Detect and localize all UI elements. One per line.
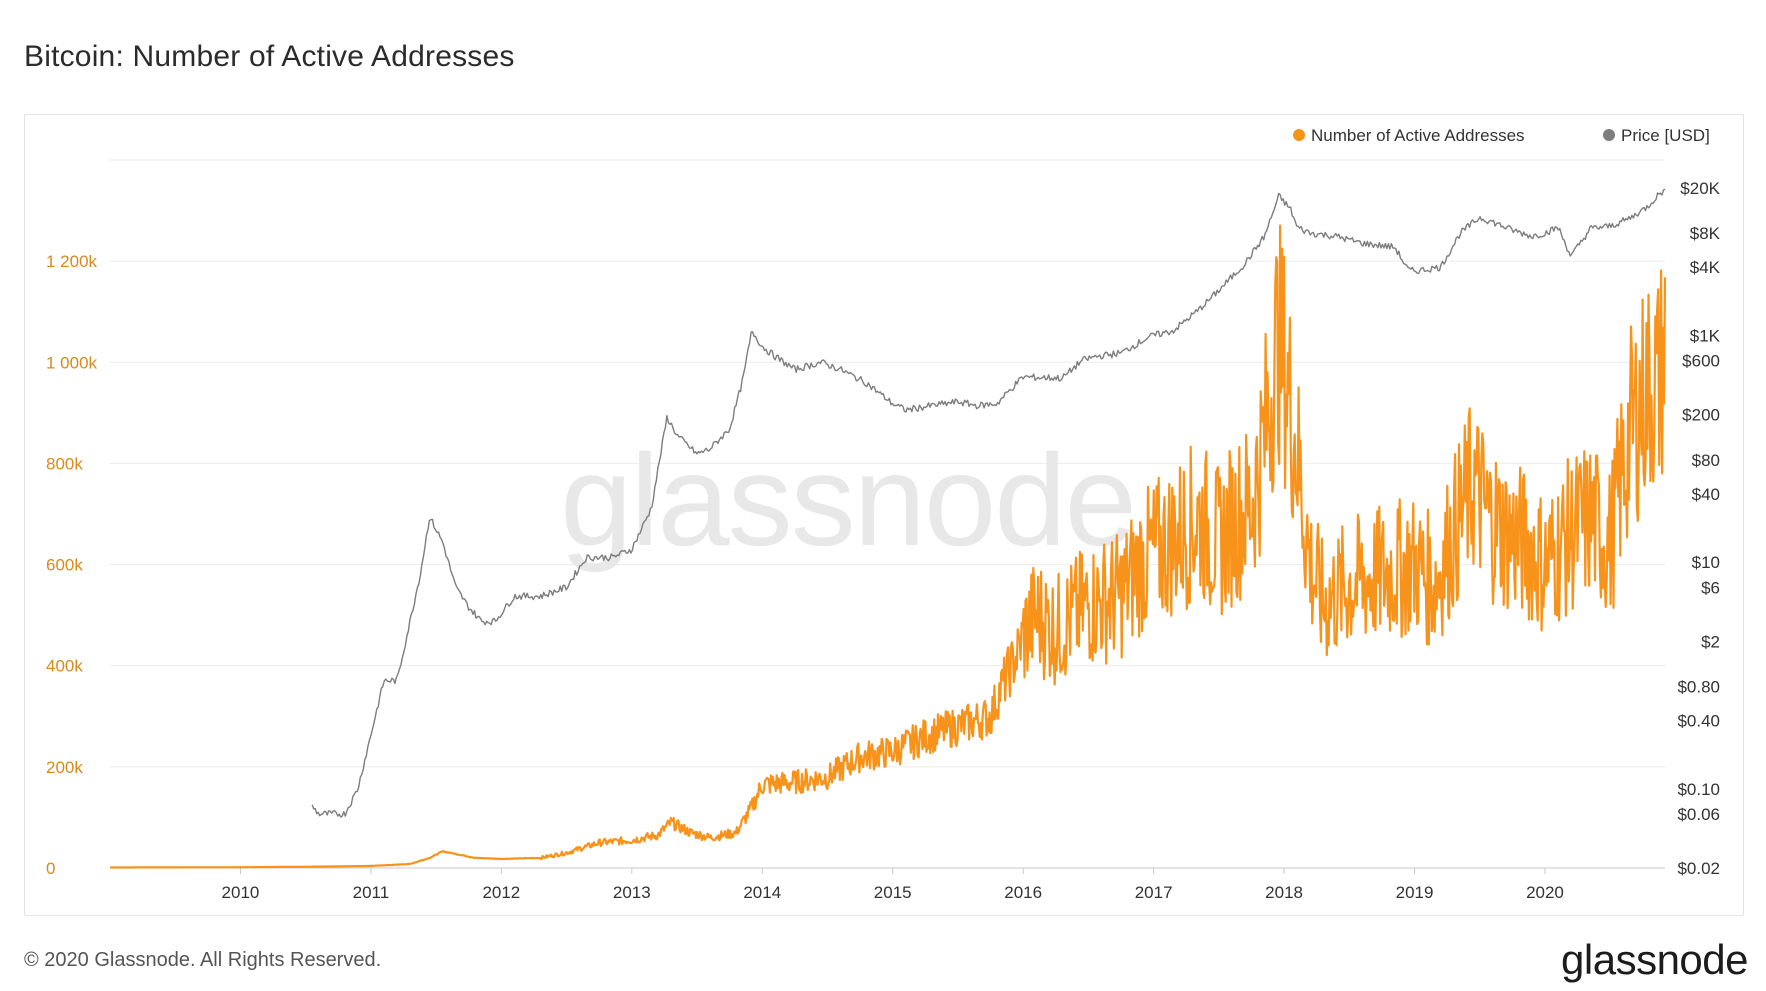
y-right-tick-label: $600 [1682, 352, 1720, 371]
x-tick-label: 2011 [353, 883, 390, 902]
series-line-price [311, 188, 1666, 818]
y-right-tick-label: $0.06 [1677, 805, 1720, 824]
y-left-tick-label: 0 [46, 859, 55, 878]
y-right-tick-label: $80 [1692, 451, 1720, 470]
x-tick-label: 2019 [1396, 883, 1434, 902]
x-tick-label: 2013 [613, 883, 651, 902]
brand-logo: glassnode [1561, 936, 1748, 983]
legend-marker-price [1603, 129, 1615, 141]
x-tick-label: 2015 [874, 883, 912, 902]
x-tick-label: 2020 [1526, 883, 1564, 902]
y-left-tick-label: 800k [46, 454, 83, 473]
y-right-tick-label: $20K [1680, 179, 1720, 198]
x-tick-label: 2018 [1265, 883, 1303, 902]
legend-marker-active-addresses [1293, 129, 1305, 141]
y-left-tick-label: 400k [46, 657, 83, 676]
y-right-tick-label: $40 [1692, 485, 1720, 504]
y-left-tick-label: 1 000k [46, 353, 98, 372]
page-title: Bitcoin: Number of Active Addresses [24, 40, 515, 73]
x-tick-label: 2016 [1004, 883, 1042, 902]
x-tick-label: 2017 [1135, 883, 1173, 902]
series-line-active-addresses [109, 224, 1667, 869]
legend-label-price: Price [USD] [1621, 126, 1710, 145]
y-right-tick-label: $2 [1701, 632, 1720, 651]
y-right-tick-label: $0.10 [1677, 780, 1720, 799]
chart-frame [24, 114, 1744, 916]
y-right-tick-label: $200 [1682, 406, 1720, 425]
y-right-tick-label: $0.80 [1677, 677, 1720, 696]
x-tick-label: 2014 [743, 883, 781, 902]
y-right-tick-label: $10 [1692, 553, 1720, 572]
y-right-tick-label: $8K [1690, 224, 1721, 243]
x-tick-label: 2010 [222, 883, 260, 902]
y-right-tick-label: $6 [1701, 578, 1720, 597]
legend-label-active-addresses: Number of Active Addresses [1311, 126, 1525, 145]
x-tick-label: 2012 [482, 883, 520, 902]
watermark-text: glassnode [560, 427, 1135, 573]
y-right-tick-label: $0.40 [1677, 712, 1720, 731]
copyright-text: © 2020 Glassnode. All Rights Reserved. [24, 949, 382, 971]
y-right-tick-label: $1K [1690, 326, 1721, 345]
y-left-tick-label: 600k [46, 556, 83, 575]
y-right-tick-label: $0.02 [1677, 859, 1720, 878]
y-left-tick-label: 1 200k [46, 252, 98, 271]
y-left-tick-label: 200k [46, 758, 83, 777]
y-right-tick-label: $4K [1690, 258, 1721, 277]
